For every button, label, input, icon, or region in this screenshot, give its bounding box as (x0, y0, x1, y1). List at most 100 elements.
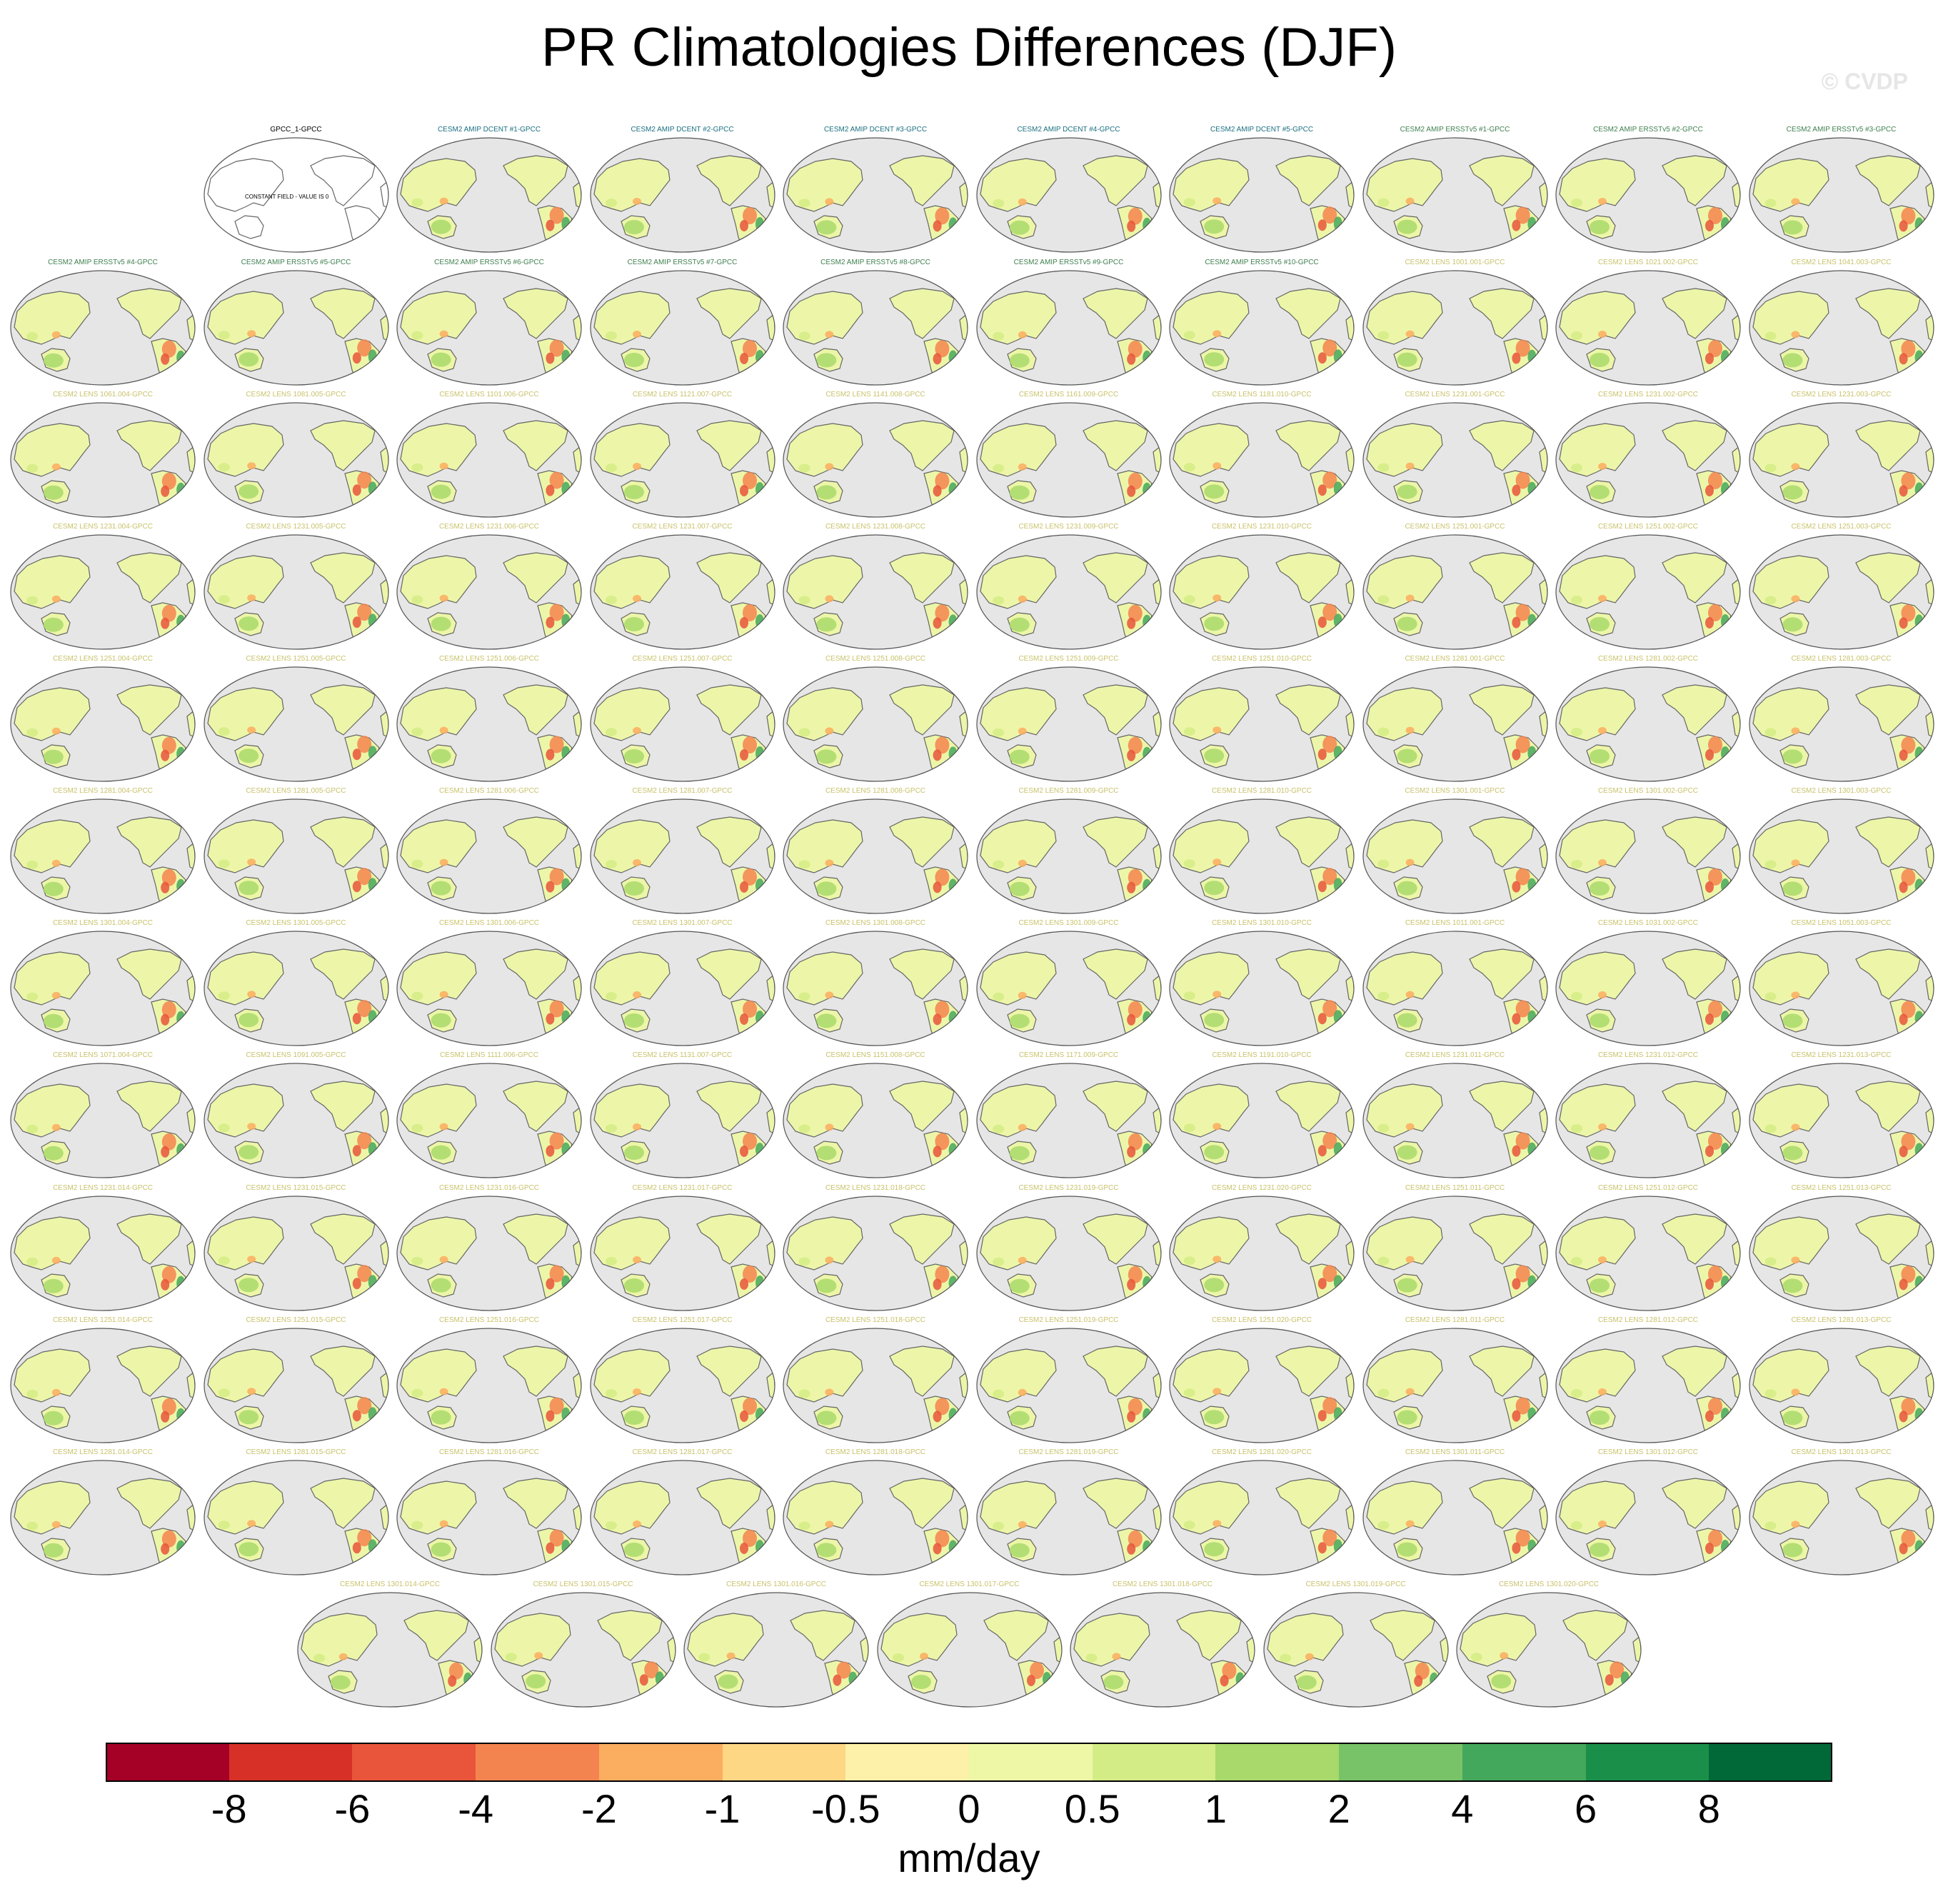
difference-map-panel (1748, 931, 1934, 1046)
difference-map-panel (975, 666, 1162, 782)
panel-title: CESM2 LENS 1081.005-GPCC (246, 391, 346, 399)
difference-map-panel (1748, 137, 1934, 253)
difference-map-panel (1169, 666, 1355, 782)
difference-map-panel (1555, 1460, 1741, 1575)
panel-title: CESM2 LENS 1301.020-GPCC (1498, 1580, 1600, 1588)
panel-title: CESM2 LENS 1171.009-GPCC (1018, 1051, 1119, 1059)
difference-map-panel (589, 798, 775, 914)
colorbar-swatch (722, 1743, 846, 1782)
difference-map-panel (1169, 534, 1355, 650)
difference-map-panel (396, 137, 582, 253)
difference-map-panel (10, 534, 196, 650)
panel-title: CESM2 LENS 1251.019-GPCC (1018, 1316, 1119, 1324)
difference-map-panel (589, 402, 775, 518)
difference-map-panel (1748, 1328, 1934, 1443)
panel-title: CESM2 LENS 1281.019-GPCC (1018, 1448, 1119, 1456)
panel-title: CESM2 AMIP ERSSTv5 #1-GPCC (1400, 126, 1510, 134)
panel-title: CESM2 AMIP ERSSTv5 #10-GPCC (1205, 259, 1319, 266)
difference-map-panel (975, 1328, 1162, 1443)
colorbar-tick-label: 2 (1327, 1786, 1350, 1831)
panel-title: CESM2 LENS 1041.003-GPCC (1791, 259, 1892, 266)
panel-title: CESM2 LENS 1281.008-GPCC (825, 787, 926, 795)
panel-title: CESM2 LENS 1251.001-GPCC (1405, 523, 1505, 531)
panel-title: CESM2 LENS 1281.018-GPCC (825, 1448, 926, 1456)
difference-map-panel (396, 534, 582, 650)
panel-title: CESM2 LENS 1281.020-GPCC (1211, 1448, 1312, 1456)
panel-title: CESM2 LENS 1011.001-GPCC (1405, 919, 1505, 927)
panel-title: CESM2 AMIP ERSSTv5 #9-GPCC (1013, 259, 1124, 266)
panel-title: CESM2 LENS 1151.008-GPCC (825, 1051, 925, 1059)
difference-map-panel (783, 666, 968, 782)
panel-title: CESM2 AMIP DCENT #3-GPCC (823, 126, 928, 134)
difference-map-panel (589, 666, 775, 782)
colorbar-tick-label: 1 (1204, 1786, 1227, 1831)
panel-title: CESM2 LENS 1251.008-GPCC (825, 655, 926, 663)
difference-map-panel (589, 270, 775, 386)
panel-title: CESM2 LENS 1091.005-GPCC (246, 1051, 346, 1059)
panel-title: CESM2 LENS 1301.005-GPCC (246, 919, 346, 927)
panel-title: CESM2 LENS 1131.007-GPCC (632, 1051, 733, 1059)
panel-title: CESM2 LENS 1251.018-GPCC (825, 1316, 926, 1324)
difference-map-panel (1169, 270, 1355, 386)
panel-title: CESM2 LENS 1231.008-GPCC (825, 523, 926, 531)
panel-title: CESM2 LENS 1231.001-GPCC (1405, 391, 1505, 399)
panel-title: CESM2 LENS 1251.005-GPCC (246, 655, 346, 663)
difference-map-panel (1362, 1328, 1548, 1443)
panel-title: CESM2 LENS 1111.006-GPCC (440, 1051, 538, 1059)
colorbar-tick-label: 0 (958, 1786, 980, 1831)
panel-title: CESM2 AMIP ERSSTv5 #4-GPCC (48, 259, 158, 266)
difference-map-panel (1169, 931, 1355, 1046)
difference-map-panel (203, 1063, 389, 1178)
difference-map-panel (783, 1063, 968, 1178)
difference-map-panel (975, 1196, 1162, 1311)
panel-title: CESM2 LENS 1251.004-GPCC (52, 655, 154, 663)
panel-title: CESM2 LENS 1301.012-GPCC (1597, 1448, 1699, 1456)
panel-title: CESM2 LENS 1281.002-GPCC (1597, 655, 1699, 663)
difference-map-panel (396, 931, 582, 1046)
difference-map-panel (783, 798, 968, 914)
panel-title: CESM2 LENS 1301.001-GPCC (1405, 787, 1505, 795)
panel-title: CESM2 LENS 1281.005-GPCC (246, 787, 346, 795)
difference-map-panel (1555, 1328, 1741, 1443)
panel-title: CESM2 LENS 1301.010-GPCC (1211, 919, 1312, 927)
difference-map-panel (1555, 402, 1741, 518)
difference-map-panel (1262, 1592, 1449, 1708)
panel-title: CESM2 LENS 1231.009-GPCC (1018, 523, 1119, 531)
panel-title: CESM2 LENS 1301.011-GPCC (1405, 1448, 1505, 1456)
svg-text:CONSTANT FIELD - VALUE IS 0: CONSTANT FIELD - VALUE IS 0 (245, 194, 329, 200)
difference-map-panel (1555, 931, 1741, 1046)
difference-map-panel (1169, 798, 1355, 914)
panel-title: CESM2 AMIP ERSSTv5 #2-GPCC (1593, 126, 1703, 134)
difference-map-panel (1555, 270, 1741, 386)
panel-title: CESM2 LENS 1281.014-GPCC (52, 1448, 154, 1456)
difference-map-panel (396, 1196, 582, 1311)
difference-map-panel (783, 137, 968, 253)
panel-title: CESM2 LENS 1231.013-GPCC (1791, 1051, 1892, 1059)
difference-map-panel (396, 798, 582, 914)
difference-map-panel (203, 534, 389, 650)
panel-title: CESM2 LENS 1301.006-GPCC (438, 919, 540, 927)
panel-title: CESM2 LENS 1301.013-GPCC (1791, 1448, 1892, 1456)
panel-title: CESM2 LENS 1031.002-GPCC (1597, 919, 1699, 927)
difference-map-panel (1362, 137, 1548, 253)
difference-map-panel (203, 402, 389, 518)
colorbar-tick-label: -2 (581, 1786, 617, 1831)
panel-title: CESM2 LENS 1301.007-GPCC (632, 919, 733, 927)
panel-title: CESM2 LENS 1251.016-GPCC (438, 1316, 540, 1324)
panel-title: CESM2 LENS 1231.005-GPCC (246, 523, 346, 531)
difference-map-panel (1169, 1460, 1355, 1575)
difference-map-panel (1748, 534, 1934, 650)
colorbar-tick-label: 8 (1697, 1786, 1720, 1831)
panel-title: CESM2 LENS 1251.012-GPCC (1597, 1184, 1699, 1192)
panel-title: GPCC_1-GPCC (270, 126, 322, 134)
difference-map-panel (297, 1592, 483, 1708)
difference-map-panel (203, 1196, 389, 1311)
difference-map-panel (203, 931, 389, 1046)
panel-title: CESM2 LENS 1231.002-GPCC (1597, 391, 1699, 399)
panel-title: CESM2 LENS 1231.012-GPCC (1597, 1051, 1699, 1059)
panel-title: CESM2 AMIP DCENT #1-GPCC (437, 126, 541, 134)
colorbar-swatch (229, 1743, 353, 1782)
panel-title: CESM2 LENS 1281.015-GPCC (246, 1448, 346, 1456)
difference-map-panel (975, 1063, 1162, 1178)
colorbar-tick-label: 0.5 (1064, 1786, 1120, 1831)
